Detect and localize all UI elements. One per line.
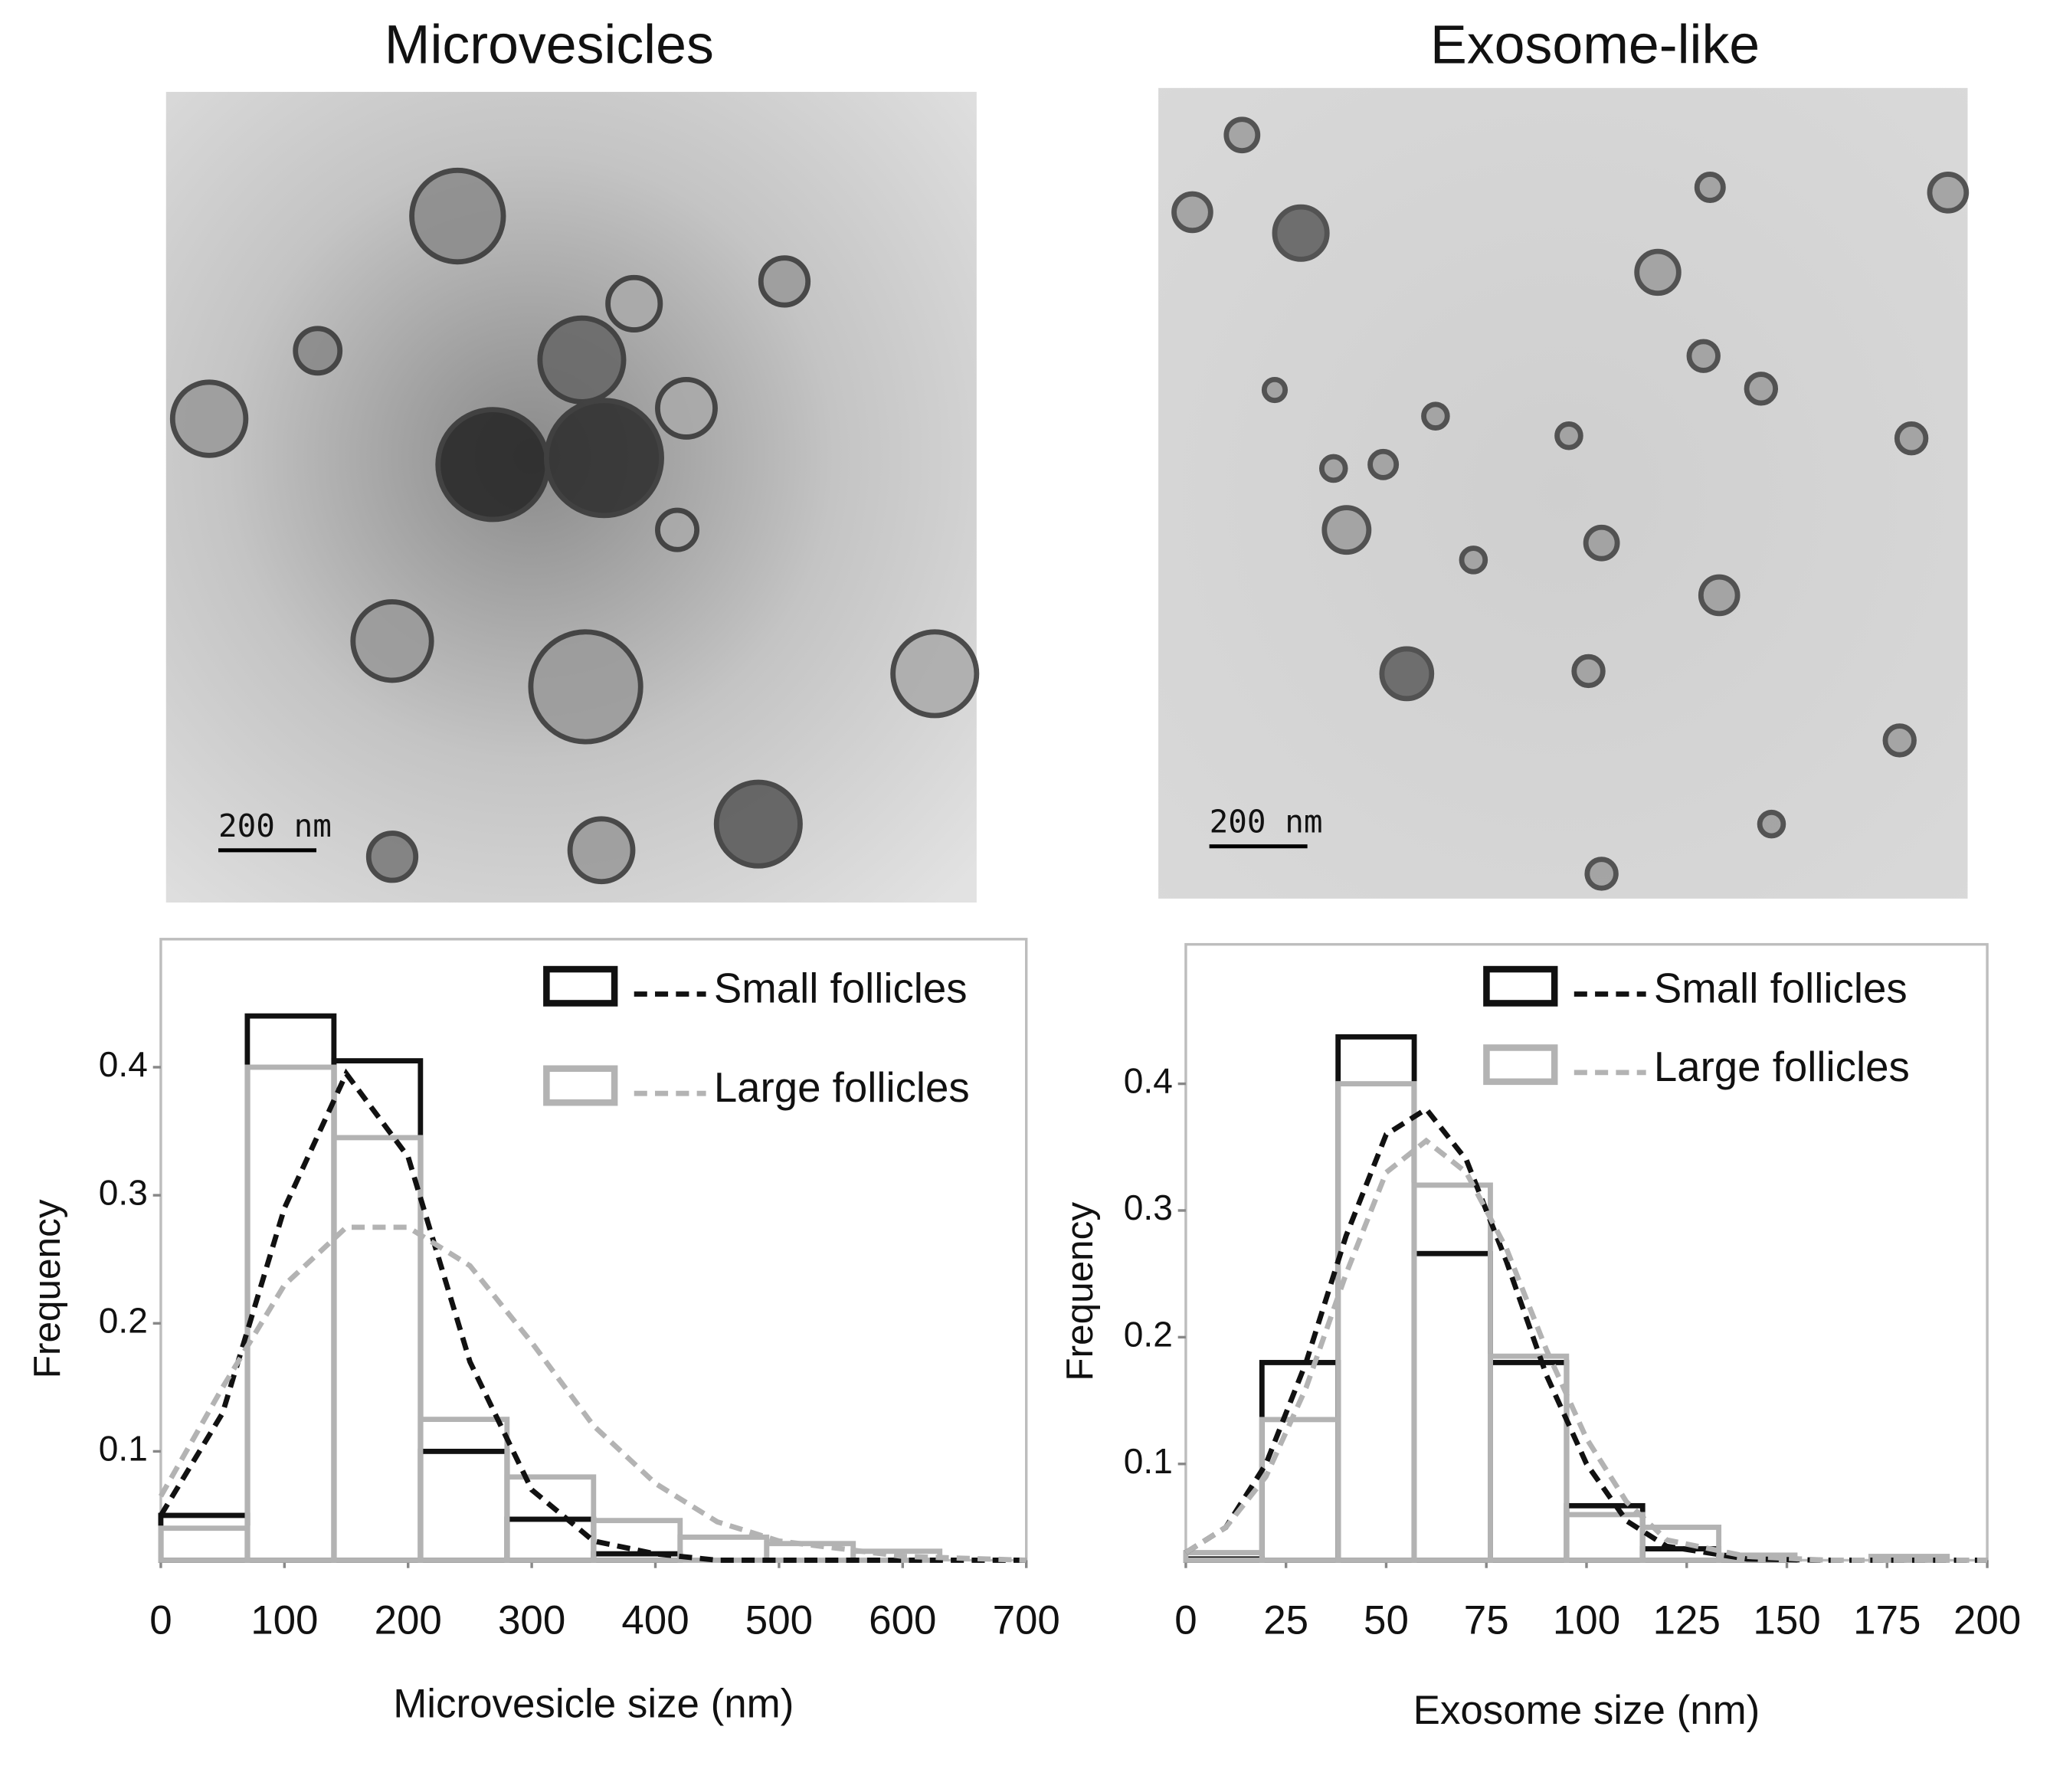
x-tick-label: 100	[251, 1597, 318, 1643]
plot-frame	[159, 938, 1028, 1562]
legend-swatch	[1483, 1044, 1558, 1086]
histogram-bar	[1411, 1182, 1493, 1563]
x-tick-label: 25	[1263, 1597, 1308, 1643]
fit-curve	[1184, 1137, 1988, 1563]
y-tick-label: 0.2	[1124, 1315, 1173, 1355]
histogram-bar	[1488, 1360, 1570, 1563]
legend-label: Small follicles	[714, 965, 968, 1012]
histogram-bar	[1639, 1525, 1722, 1563]
y-tick-label: 0.3	[99, 1172, 148, 1212]
plot-frame	[1184, 942, 1989, 1562]
x-tick-label: 0	[1174, 1597, 1197, 1643]
x-tick-label: 125	[1653, 1597, 1721, 1643]
x-tick-label: 600	[869, 1597, 936, 1643]
histogram-bar	[1411, 1250, 1493, 1563]
y-tick-label: 0.1	[99, 1429, 148, 1469]
y-axis-label: Frequency	[1059, 1202, 1101, 1381]
x-tick-label: 200	[1953, 1597, 2021, 1643]
histogram-bar	[244, 1064, 337, 1563]
histogram-bar	[158, 1512, 251, 1563]
y-tick-label: 0.3	[1124, 1188, 1173, 1227]
y-tick-label: 0.1	[1124, 1441, 1173, 1481]
histogram-bar	[1335, 1034, 1417, 1563]
x-tick-label: 150	[1753, 1597, 1820, 1643]
x-tick-label: 0	[149, 1597, 172, 1643]
y-axis-label: Frequency	[26, 1199, 68, 1378]
x-tick-label: 50	[1364, 1597, 1409, 1643]
y-tick-label: 0.4	[99, 1044, 148, 1084]
histogram-bar	[1488, 1353, 1570, 1563]
legend-label: Large follicles	[714, 1064, 970, 1111]
x-tick-label: 700	[993, 1597, 1060, 1643]
histogram-bar	[677, 1534, 770, 1563]
chart-title: Exosome-like	[1430, 15, 1760, 76]
y-tick-label: 0.4	[1124, 1061, 1173, 1101]
x-tick-label: 200	[375, 1597, 442, 1643]
legend-swatch	[1483, 965, 1558, 1007]
x-tick-label: 100	[1553, 1597, 1620, 1643]
x-tick-label: 300	[498, 1597, 565, 1643]
fit-curve	[1184, 1106, 1988, 1563]
legend-label: Large follicles	[1654, 1043, 1910, 1090]
chart-title: Microvesicles	[385, 15, 714, 76]
histogram-bar	[244, 1013, 337, 1563]
fit-curve	[158, 1224, 1027, 1563]
tem-image	[1158, 87, 1970, 899]
fit-curve	[158, 1068, 1027, 1563]
x-tick-label: 175	[1853, 1597, 1921, 1643]
x-tick-label: 500	[745, 1597, 813, 1643]
scale-bar-label: 200 nm	[1210, 804, 1323, 840]
scale-bar-label: 200 nm	[218, 808, 332, 844]
histogram-bar	[331, 1135, 424, 1563]
x-tick-label: 75	[1464, 1597, 1509, 1643]
legend-swatch	[543, 1065, 618, 1106]
histogram-bar	[418, 1417, 510, 1563]
legend-swatch	[543, 965, 618, 1007]
x-axis-label: Exosome size (nm)	[1413, 1688, 1760, 1733]
x-tick-label: 400	[621, 1597, 689, 1643]
histogram-bar	[504, 1516, 597, 1563]
x-axis-label: Microvesicle size (nm)	[393, 1682, 794, 1727]
legend-label: Small follicles	[1654, 965, 1908, 1012]
y-tick-label: 0.2	[99, 1300, 148, 1340]
histogram-bar	[158, 1525, 251, 1563]
histogram-bar	[418, 1448, 510, 1563]
tem-image	[165, 91, 980, 903]
